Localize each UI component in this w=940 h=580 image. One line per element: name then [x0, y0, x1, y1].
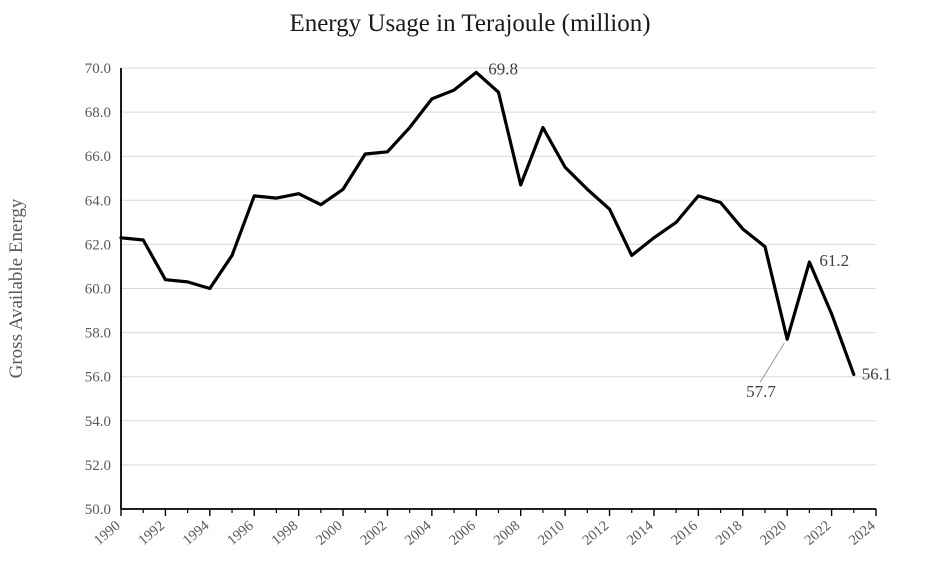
- svg-text:56.1: 56.1: [862, 365, 892, 384]
- svg-text:68.0: 68.0: [85, 105, 111, 121]
- svg-text:70.0: 70.0: [85, 61, 111, 77]
- svg-text:2014: 2014: [624, 517, 657, 548]
- svg-text:62.0: 62.0: [85, 237, 111, 253]
- svg-text:66.0: 66.0: [85, 149, 111, 165]
- svg-text:52.0: 52.0: [85, 458, 111, 474]
- svg-text:1992: 1992: [135, 518, 167, 549]
- svg-text:2006: 2006: [446, 518, 478, 549]
- svg-text:1996: 1996: [224, 518, 256, 549]
- svg-text:61.2: 61.2: [819, 251, 849, 270]
- svg-text:64.0: 64.0: [85, 193, 111, 209]
- svg-text:2020: 2020: [757, 518, 789, 549]
- svg-text:54.0: 54.0: [85, 414, 111, 430]
- svg-text:2008: 2008: [491, 518, 523, 549]
- svg-text:50.0: 50.0: [85, 502, 111, 518]
- svg-text:2004: 2004: [402, 517, 435, 548]
- svg-text:58.0: 58.0: [85, 326, 111, 342]
- svg-text:2000: 2000: [313, 518, 345, 549]
- svg-text:2016: 2016: [668, 518, 700, 549]
- svg-text:60.0: 60.0: [85, 282, 111, 298]
- svg-text:2012: 2012: [580, 518, 612, 549]
- svg-text:69.8: 69.8: [488, 59, 518, 78]
- svg-text:1998: 1998: [269, 518, 301, 549]
- svg-text:2010: 2010: [535, 518, 567, 549]
- svg-text:Gross Available Energy: Gross Available Energy: [6, 198, 27, 378]
- svg-text:57.7: 57.7: [746, 382, 776, 401]
- svg-text:2022: 2022: [802, 518, 834, 549]
- svg-text:1990: 1990: [91, 518, 123, 549]
- svg-text:2002: 2002: [358, 518, 390, 549]
- svg-text:2018: 2018: [713, 518, 745, 549]
- svg-text:56.0: 56.0: [85, 370, 111, 386]
- svg-text:2024: 2024: [846, 517, 879, 548]
- svg-text:1994: 1994: [180, 517, 213, 548]
